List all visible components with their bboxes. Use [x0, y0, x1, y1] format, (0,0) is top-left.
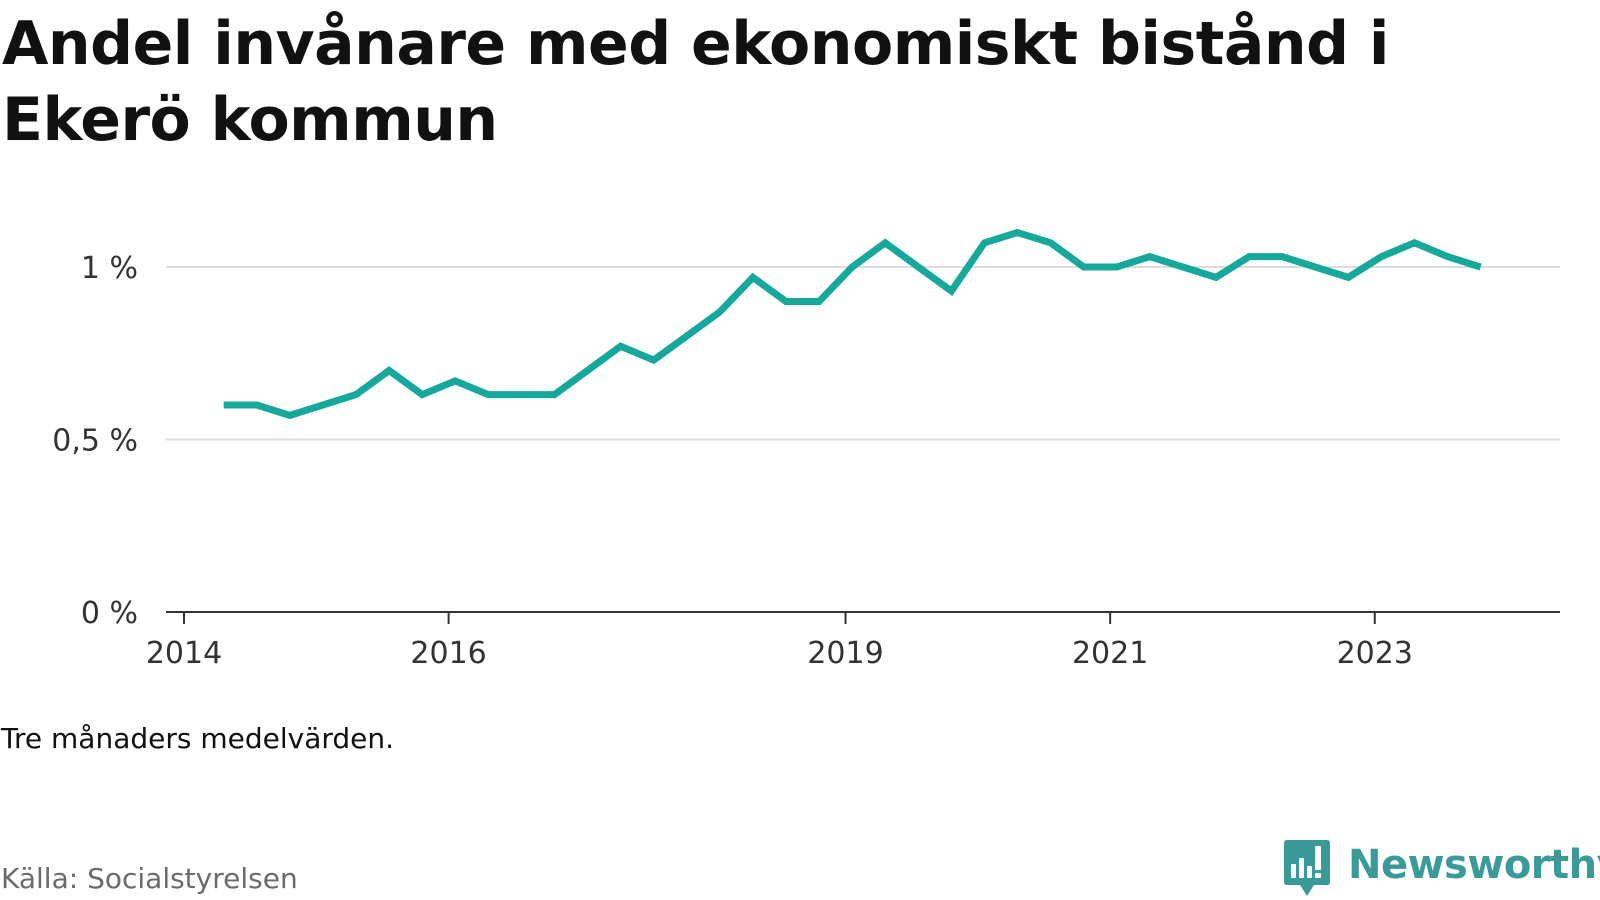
x-tick-label: 2016: [410, 636, 486, 671]
newsworthy-logo-icon: [1284, 840, 1330, 896]
y-tick-label: 0,5 %: [52, 424, 138, 459]
source-text: Källa: Socialstyrelsen: [1, 862, 298, 895]
y-axis-ticks: 0 % 0,5 % 1 %: [52, 251, 138, 631]
brand-logo[interactable]: Newsworthy: [1282, 838, 1600, 900]
y-tick-label: 0 %: [81, 596, 138, 631]
y-tick-label: 1 %: [81, 251, 138, 286]
series-layer: [223, 228, 1482, 420]
chart-note: Tre månaders medelvärden.: [1, 722, 395, 755]
x-tick-label: 2014: [146, 636, 222, 671]
x-tick-label: 2021: [1072, 636, 1148, 671]
brand-name: Newsworthy: [1348, 842, 1600, 888]
x-axis-ticks: 2014 2016 2019 2021 2023: [146, 612, 1413, 671]
x-tick-label: 2023: [1337, 636, 1413, 671]
series-line: [223, 228, 1482, 420]
line-chart: 0 % 0,5 % 1 % 2014 2016 2019 2021 2023: [52, 228, 1560, 671]
chart-title: Andel invånare med ekonomiskt bistånd i …: [2, 9, 1389, 155]
gridlines: [166, 266, 1560, 441]
x-tick-label: 2019: [807, 636, 883, 671]
